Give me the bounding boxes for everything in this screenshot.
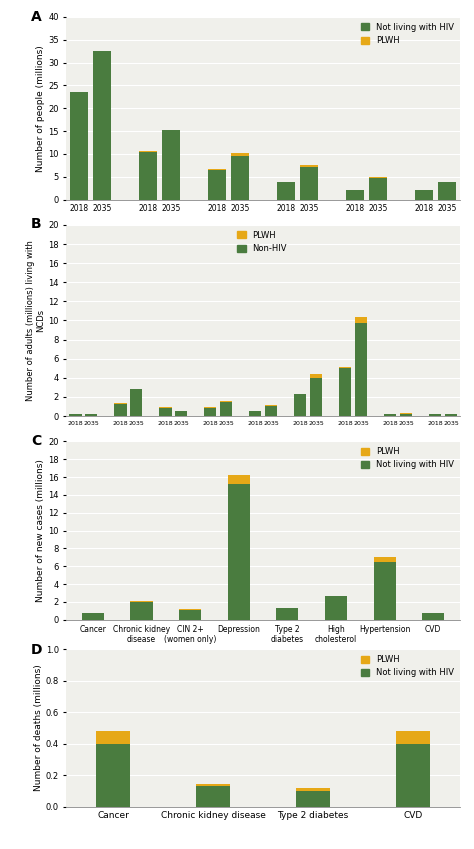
Bar <box>96 731 130 744</box>
Bar <box>162 130 180 200</box>
Bar <box>429 414 441 416</box>
Bar <box>231 155 249 200</box>
Text: C: C <box>31 435 41 448</box>
Bar <box>264 406 277 416</box>
Bar <box>69 414 82 416</box>
Bar <box>300 165 318 166</box>
Bar <box>130 389 142 416</box>
Bar <box>196 784 230 786</box>
Text: 40-49: 40-49 <box>293 225 319 233</box>
Bar <box>310 374 322 378</box>
Text: High
cholesterol: High cholesterol <box>296 443 333 456</box>
Text: CIN 2+
(women only): CIN 2+ (women only) <box>156 443 202 456</box>
Bar <box>130 602 153 620</box>
Bar <box>294 394 307 416</box>
Bar <box>231 153 249 155</box>
Bar <box>400 413 412 416</box>
Bar <box>277 183 295 200</box>
Bar <box>159 408 172 416</box>
Bar <box>93 51 111 200</box>
Bar <box>296 789 330 791</box>
Legend: PLWH, Not living with HIV: PLWH, Not living with HIV <box>357 444 457 473</box>
Bar <box>374 558 396 562</box>
Bar <box>438 183 456 200</box>
Legend: PLWH, Not living with HIV: PLWH, Not living with HIV <box>357 652 457 681</box>
Bar <box>339 368 352 416</box>
Y-axis label: Number of deaths (millions): Number of deaths (millions) <box>34 665 43 791</box>
Bar <box>355 323 367 416</box>
Y-axis label: Number of people (millions): Number of people (millions) <box>36 45 46 171</box>
Bar <box>296 791 330 807</box>
Text: A: A <box>31 9 42 24</box>
Bar <box>96 744 130 807</box>
Bar <box>174 411 187 416</box>
Legend: Not living with HIV, PLWH: Not living with HIV, PLWH <box>357 20 457 48</box>
Bar <box>139 152 157 200</box>
Text: Depression: Depression <box>206 443 243 449</box>
Text: D: D <box>31 644 43 657</box>
Bar <box>228 475 250 484</box>
Bar <box>179 610 201 620</box>
Bar <box>310 378 322 416</box>
Bar <box>85 414 97 416</box>
Bar <box>228 484 250 620</box>
Text: 50-59: 50-59 <box>363 225 389 233</box>
Y-axis label: Number of adults (millions) living with
NCDs: Number of adults (millions) living with … <box>26 240 46 401</box>
Bar <box>346 190 364 200</box>
Bar <box>396 744 430 807</box>
Bar <box>249 411 262 416</box>
Text: B: B <box>31 217 42 231</box>
Bar <box>82 613 104 620</box>
Bar <box>445 414 457 416</box>
Bar <box>204 408 217 416</box>
Bar <box>300 166 318 200</box>
Bar <box>339 367 352 368</box>
Bar <box>396 731 430 744</box>
Text: ≥60: ≥60 <box>435 225 454 233</box>
Bar <box>374 562 396 620</box>
Bar <box>384 414 396 416</box>
Text: Type 2
diabetes: Type 2 diabetes <box>255 443 284 456</box>
Text: Ischemic
heart disease: Ischemic heart disease <box>382 443 427 456</box>
Text: 30-39: 30-39 <box>224 225 251 233</box>
Bar <box>196 786 230 807</box>
Bar <box>70 93 88 200</box>
Bar <box>422 613 444 620</box>
Bar <box>276 608 299 620</box>
Bar <box>114 403 127 416</box>
Bar <box>369 177 387 200</box>
Bar <box>325 596 347 620</box>
Bar <box>415 190 433 200</box>
Bar <box>208 170 226 200</box>
Text: <18: <18 <box>90 225 109 233</box>
Text: Cancer: Cancer <box>78 443 101 449</box>
Text: 18-29: 18-29 <box>155 225 182 233</box>
Legend: PLWH, Non-HIV: PLWH, Non-HIV <box>234 228 290 256</box>
Y-axis label: Number of new cases (millions): Number of new cases (millions) <box>36 459 46 602</box>
Text: Stroke: Stroke <box>439 443 460 449</box>
Bar <box>355 318 367 323</box>
Text: Chronic
kidney
disease: Chronic kidney disease <box>122 443 147 463</box>
Bar <box>219 402 232 416</box>
Text: Hypertension: Hypertension <box>337 443 382 449</box>
